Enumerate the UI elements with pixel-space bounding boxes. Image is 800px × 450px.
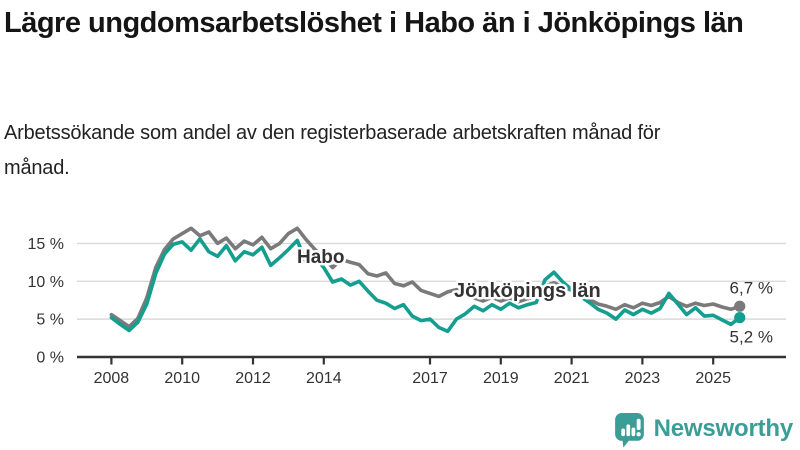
x-tick-label: 2008 xyxy=(94,370,130,387)
x-tick-label: 2014 xyxy=(306,370,342,387)
end-value-label-j-nk-pings-l-n: 6,7 % xyxy=(730,278,773,297)
x-tick-label: 2025 xyxy=(695,370,731,387)
y-tick-label: 5 % xyxy=(36,312,64,329)
series-end-dot-j-nk-pings-l-n xyxy=(734,300,746,312)
x-tick-label: 2023 xyxy=(625,370,661,387)
x-tick-label: 2012 xyxy=(235,370,271,387)
y-tick-label: 10 % xyxy=(28,274,64,291)
series-end-dot-habo xyxy=(734,312,746,324)
page-title: Lägre ungdomsarbetslöshet i Habo än i Jö… xyxy=(4,7,744,39)
brand-name: Newsworthy xyxy=(653,415,794,442)
series-label-habo: Habo xyxy=(297,247,345,268)
y-tick-label: 0 % xyxy=(36,350,64,367)
end-value-label-habo: 5,2 % xyxy=(730,328,773,347)
series-line-j-nk-pings-l-n xyxy=(109,226,742,329)
x-tick-label: 2021 xyxy=(554,370,590,387)
newsworthy-logo: Newsworthy xyxy=(613,410,793,448)
bar-chart-speech-bubble-icon xyxy=(614,412,644,447)
x-tick-label: 2010 xyxy=(164,370,200,387)
y-tick-label: 15 % xyxy=(28,236,64,253)
chart-subtitle: Arbetssökande som andel av den registerb… xyxy=(4,122,661,179)
series-label-j-nk-pings-l-n: Jönköpings län xyxy=(454,280,601,302)
x-tick-label: 2017 xyxy=(412,370,448,387)
chart-canvas: 0 % 5 % 10 % 15 % 2008 2010 2012 2014 2017 2019 20… xyxy=(28,226,786,387)
line-chart: 0 % 5 % 10 % 15 % 2008 2010 2012 2014 2017 2019 20… xyxy=(0,205,800,405)
x-tick-label: 2019 xyxy=(483,370,519,387)
series-line-habo xyxy=(109,237,742,334)
